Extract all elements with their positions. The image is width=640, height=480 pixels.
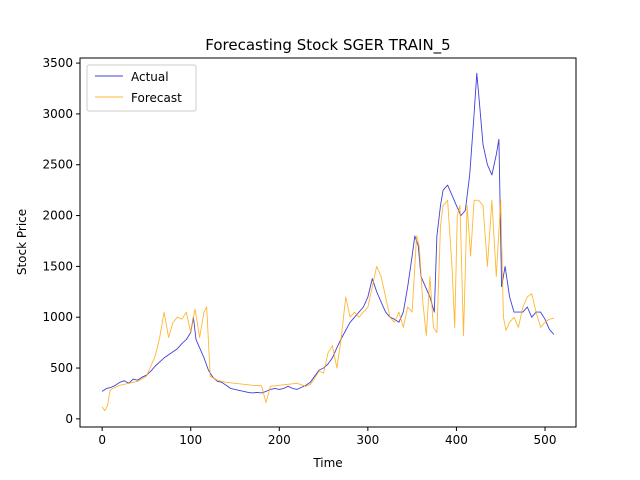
y-tick-label: 1500 (42, 259, 73, 273)
y-axis-label: Stock Price (15, 209, 29, 275)
series-line-actual (101, 72, 555, 394)
y-tick-label: 3500 (42, 56, 73, 70)
y-axis: 0 500 1000 1500 2000 2500 3000 3500 (42, 56, 80, 426)
series-line-forecast (101, 199, 554, 412)
y-tick-label: 3000 (42, 107, 73, 121)
x-tick-label: 100 (179, 433, 202, 447)
y-tick-label: 2000 (42, 209, 73, 223)
legend: Actual Forecast (86, 64, 197, 112)
x-tick-label: 300 (356, 433, 379, 447)
chart-title: Forecasting Stock SGER TRAIN_5 (205, 36, 450, 55)
x-axis: 0 100 200 300 400 500 (98, 427, 556, 447)
x-tick-label: 400 (445, 433, 468, 447)
legend-label-forecast: Forecast (131, 91, 182, 105)
y-tick-label: 2500 (42, 158, 73, 172)
y-tick-label: 500 (50, 361, 73, 375)
x-tick-label: 200 (268, 433, 291, 447)
y-tick-label: 0 (65, 412, 73, 426)
plot-area (79, 57, 577, 428)
series-group (101, 72, 555, 412)
x-axis-label: Time (312, 456, 342, 470)
x-tick-label: 500 (534, 433, 557, 447)
y-tick-label: 1000 (42, 310, 73, 324)
legend-label-actual: Actual (131, 70, 169, 84)
x-tick-label: 0 (98, 433, 106, 447)
